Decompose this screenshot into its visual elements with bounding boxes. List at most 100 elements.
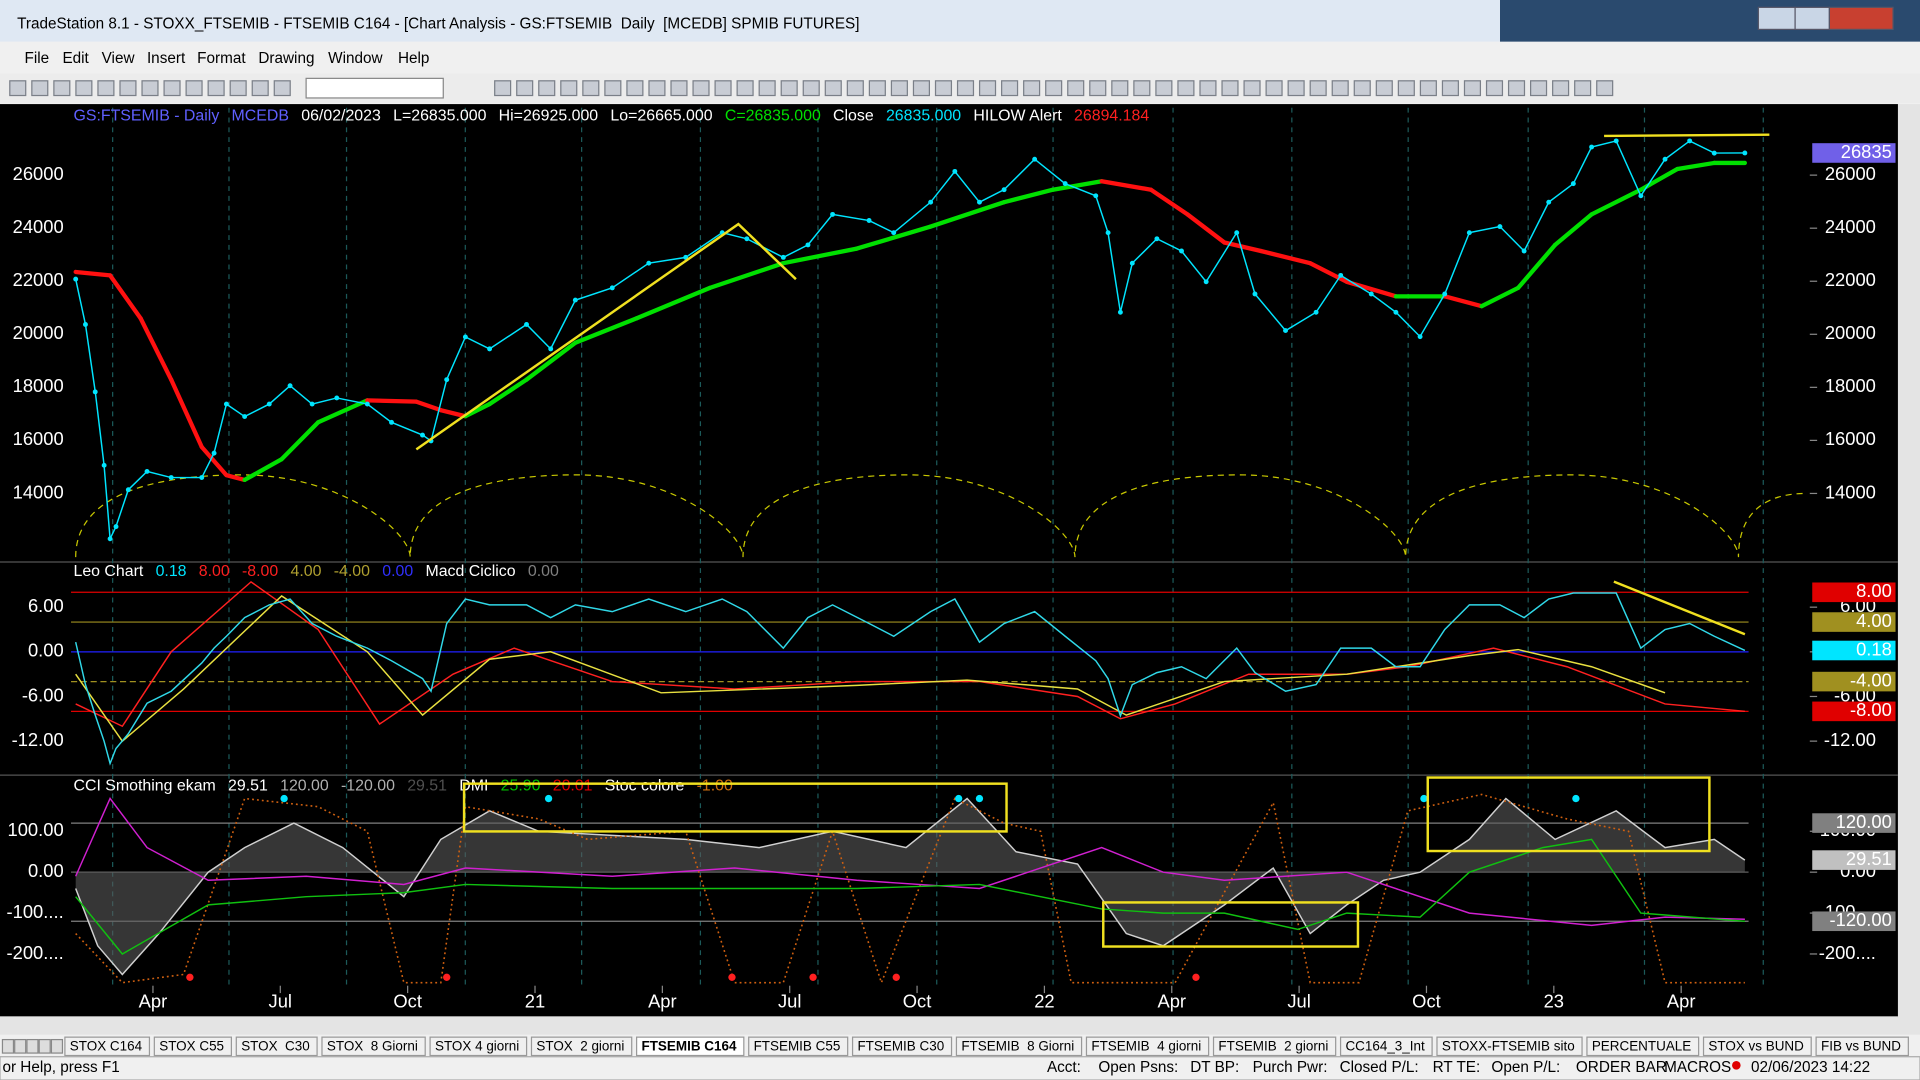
toolbar-button[interactable]: [1419, 80, 1437, 97]
toolbar-button[interactable]: [956, 80, 975, 97]
toolbar-button[interactable]: [229, 80, 247, 97]
tab-scroll-button[interactable]: [26, 1038, 39, 1054]
tab-label[interactable]: STOX C30: [241, 1039, 310, 1054]
tab[interactable]: [235, 1036, 318, 1057]
menu-item[interactable]: View: [102, 50, 136, 67]
toolbar-button[interactable]: [912, 80, 930, 97]
toolbar-button[interactable]: [1133, 80, 1151, 97]
toolbar-button[interactable]: [1045, 80, 1063, 97]
toolbar-button[interactable]: [582, 80, 600, 97]
toolbar-button[interactable]: [824, 80, 842, 97]
tab[interactable]: [1339, 1036, 1433, 1057]
toolbar-button[interactable]: [692, 80, 710, 97]
toolbar-button[interactable]: [890, 80, 908, 97]
tab-label[interactable]: FTSEMIB 2 giorni: [1218, 1039, 1328, 1054]
tab[interactable]: [321, 1036, 426, 1057]
toolbar-button[interactable]: [802, 80, 820, 97]
tab[interactable]: [1085, 1036, 1210, 1057]
tab[interactable]: [851, 1036, 953, 1057]
toolbar-button[interactable]: [119, 80, 137, 97]
tab-label[interactable]: FTSEMIB C30: [857, 1039, 944, 1054]
tab[interactable]: [748, 1036, 849, 1057]
toolbar-button[interactable]: [1530, 80, 1548, 97]
toolbar-button[interactable]: [1111, 80, 1129, 97]
toolbar-button[interactable]: [1507, 80, 1526, 97]
tab[interactable]: [1212, 1036, 1337, 1057]
menu-item[interactable]: File: [24, 50, 49, 67]
toolbar-button[interactable]: [516, 80, 534, 97]
toolbar-button[interactable]: [1463, 80, 1482, 97]
tab[interactable]: [153, 1036, 233, 1057]
toolbar-button[interactable]: [1485, 80, 1504, 97]
toolbar-button[interactable]: [1023, 80, 1041, 97]
tab-label[interactable]: STOX C164: [70, 1039, 143, 1054]
toolbar-button[interactable]: [1574, 80, 1592, 97]
toolbar-button[interactable]: [1221, 80, 1239, 97]
tab[interactable]: [1586, 1036, 1700, 1057]
toolbar-button[interactable]: [736, 80, 754, 97]
close-button[interactable]: [1828, 6, 1894, 30]
toolbar-button[interactable]: [1155, 80, 1173, 97]
tab[interactable]: [64, 1036, 151, 1057]
menu-item[interactable]: Insert: [147, 50, 186, 67]
tab-scroll-button[interactable]: [1, 1038, 15, 1054]
toolbar-button[interactable]: [1199, 80, 1217, 97]
tab-label[interactable]: PERCENTUALE: [1592, 1039, 1691, 1054]
toolbar-button[interactable]: [1089, 80, 1107, 97]
toolbar-button[interactable]: [1243, 80, 1261, 97]
toolbar-button[interactable]: [978, 80, 997, 97]
toolbar-button[interactable]: [185, 80, 203, 97]
toolbar-button[interactable]: [1552, 80, 1570, 97]
toolbar-button[interactable]: [1441, 80, 1459, 97]
tab[interactable]: [1815, 1036, 1909, 1057]
toolbar-button[interactable]: [758, 80, 776, 97]
vertical-scrollbar[interactable]: [1897, 104, 1920, 1035]
toolbar-button[interactable]: [1067, 80, 1085, 97]
toolbar-button[interactable]: [9, 80, 27, 97]
toolbar-button[interactable]: [1287, 80, 1305, 97]
menu-item[interactable]: Drawing: [258, 50, 314, 67]
tab[interactable]: [1702, 1036, 1812, 1057]
toolbar-button[interactable]: [670, 80, 688, 97]
tab-label[interactable]: FIB vs BUND: [1821, 1039, 1901, 1054]
tab-label[interactable]: STOX C55: [159, 1039, 224, 1054]
menu-item[interactable]: Format: [197, 50, 246, 67]
toolbar-button[interactable]: [97, 80, 115, 97]
toolbar-button[interactable]: [1309, 80, 1327, 97]
tab-scroll-button[interactable]: [14, 1038, 27, 1054]
toolbar-button[interactable]: [1331, 80, 1349, 97]
tab-label[interactable]: STOX 2 giorni: [536, 1039, 624, 1054]
toolbar-button[interactable]: [846, 80, 864, 97]
tab-label[interactable]: FTSEMIB 8 Giorni: [961, 1039, 1074, 1054]
toolbar-button[interactable]: [538, 80, 556, 97]
toolbar-button[interactable]: [868, 80, 886, 97]
toolbar-button[interactable]: [494, 80, 512, 97]
toolbar-button[interactable]: [934, 80, 953, 97]
menu-item[interactable]: Window: [328, 50, 383, 67]
toolbar-button[interactable]: [75, 80, 93, 97]
toolbar-button[interactable]: [560, 80, 578, 97]
tab-scroll-button[interactable]: [38, 1038, 51, 1054]
toolbar-button[interactable]: [141, 80, 159, 97]
tab[interactable]: [429, 1036, 528, 1057]
toolbar-button[interactable]: [626, 80, 644, 97]
tab-label[interactable]: FTSEMIB C55: [754, 1039, 841, 1054]
toolbar-button[interactable]: [207, 80, 225, 97]
toolbar-button[interactable]: [648, 80, 666, 97]
toolbar-button[interactable]: [31, 80, 49, 97]
tab-label[interactable]: CC164_3_Int: [1345, 1039, 1425, 1054]
toolbar-button[interactable]: [604, 80, 622, 97]
toolbar-button[interactable]: [163, 80, 181, 97]
toolbar-button[interactable]: [1397, 80, 1415, 97]
toolbar-button[interactable]: [53, 80, 71, 97]
toolbar-button[interactable]: [1265, 80, 1283, 97]
tab[interactable]: [955, 1036, 1083, 1057]
toolbar-button[interactable]: [1177, 80, 1195, 97]
tab-label[interactable]: STOX 8 Giorni: [327, 1039, 418, 1054]
tab[interactable]: [636, 1036, 745, 1057]
toolbar-button[interactable]: [1001, 80, 1019, 97]
tab-label[interactable]: FTSEMIB 4 giorni: [1091, 1039, 1201, 1054]
toolbar-button[interactable]: [714, 80, 732, 97]
tab-label[interactable]: FTSEMIB C164: [642, 1039, 737, 1054]
toolbar-button[interactable]: [1596, 80, 1614, 97]
